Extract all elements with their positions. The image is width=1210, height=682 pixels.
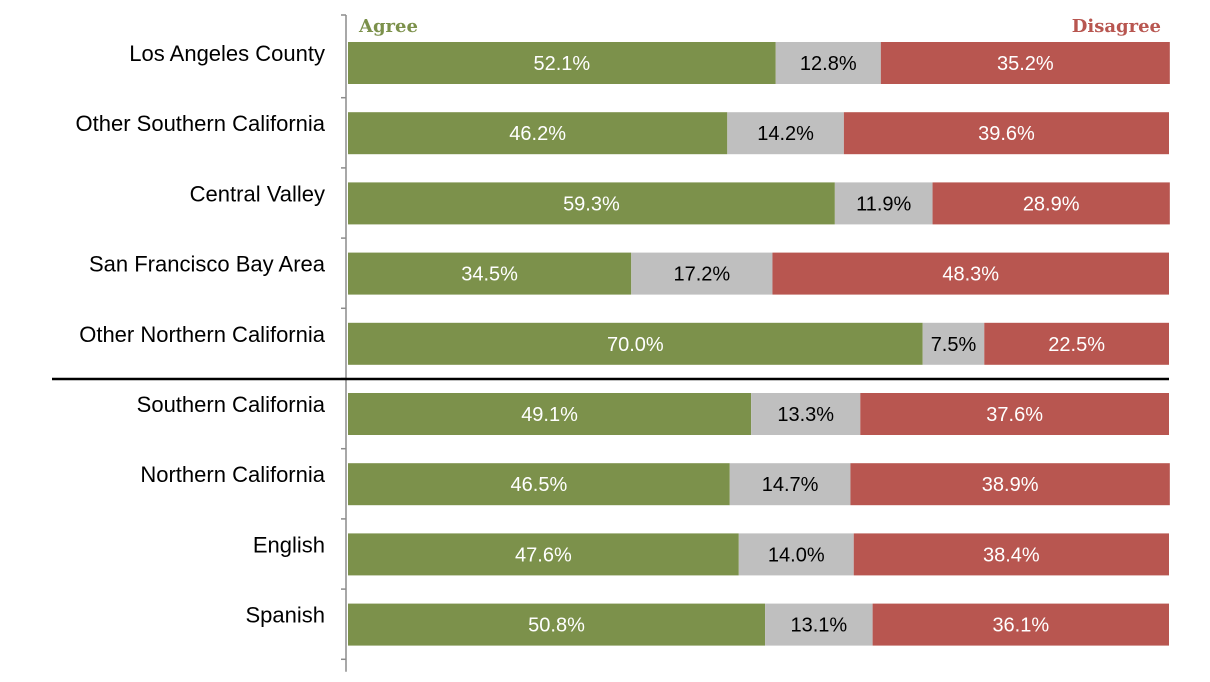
bar-segment-agree <box>348 42 776 84</box>
category-labels: Los Angeles County Other Southern Califor… <box>76 41 326 628</box>
bar-row: 70.0% 7.5% 22.5% <box>348 322 1169 365</box>
data-label: 50.8% <box>528 615 585 637</box>
bar-row: 52.1% 12.8% 35.2% <box>348 42 1170 84</box>
bar-segment-neutral <box>775 42 881 84</box>
data-label: 13.1% <box>790 615 847 637</box>
data-label: 70.0% <box>607 334 664 356</box>
bar-segment-disagree <box>843 112 1169 155</box>
data-label: 59.3% <box>563 193 620 215</box>
bar-segment-agree <box>348 112 728 155</box>
data-label: 22.5% <box>1048 334 1105 356</box>
bar-segment-disagree <box>860 393 1169 435</box>
data-label: 14.0% <box>768 544 825 566</box>
data-label: 17.2% <box>673 264 730 286</box>
bar-segment-disagree <box>853 533 1169 576</box>
data-label: 48.3% <box>942 264 999 286</box>
bar-segment-disagree <box>772 252 1169 295</box>
category-axis <box>52 14 1169 672</box>
category-label: Other Northern California <box>79 322 326 347</box>
data-label: 28.9% <box>1023 193 1080 215</box>
bar-group: 52.1% 12.8% 35.2% 46.2% 14.2% 39.6% 59.3% 11.9%… <box>348 42 1170 646</box>
bar-segment-disagree <box>850 463 1170 506</box>
category-label: San Francisco Bay Area <box>89 252 326 277</box>
bar-segment-neutral <box>727 112 844 155</box>
data-label: 35.2% <box>997 53 1054 75</box>
data-label: 37.6% <box>986 404 1043 426</box>
bar-segment-agree <box>348 393 752 435</box>
bar-row: 49.1% 13.3% 37.6% <box>348 393 1169 435</box>
data-label: 13.3% <box>777 404 834 426</box>
legend-disagree: Disagree <box>1072 16 1161 37</box>
bar-segment-agree <box>348 182 835 225</box>
data-label: 7.5% <box>931 334 977 356</box>
legend: Agree Disagree <box>358 16 1161 37</box>
data-label: 38.4% <box>983 544 1040 566</box>
bar-segment-agree <box>348 533 739 576</box>
data-label: 12.8% <box>800 53 857 75</box>
data-label: 11.9% <box>856 193 911 215</box>
bar-segment-disagree <box>872 603 1169 646</box>
data-label: 34.5% <box>461 264 518 286</box>
data-label: 49.1% <box>521 404 578 426</box>
bar-row: 47.6% 14.0% 38.4% <box>348 533 1169 576</box>
data-label: 46.5% <box>511 474 568 496</box>
category-label: Other Southern California <box>76 111 326 136</box>
bar-segment-agree <box>348 322 923 365</box>
bar-segment-neutral <box>751 393 861 435</box>
category-label: Southern California <box>137 392 326 417</box>
bar-segment-agree <box>348 252 632 295</box>
data-label: 47.6% <box>515 544 572 566</box>
bar-row: 46.2% 14.2% 39.6% <box>348 112 1169 155</box>
data-label: 36.1% <box>992 615 1049 637</box>
bar-row: 50.8% 13.1% 36.1% <box>348 603 1169 646</box>
bar-row: 59.3% 11.9% 28.9% <box>348 182 1170 225</box>
data-label: 46.2% <box>509 123 566 145</box>
bar-row: 34.5% 17.2% 48.3% <box>348 252 1169 295</box>
bar-segment-neutral <box>765 603 873 646</box>
category-label: Central Valley <box>190 181 325 206</box>
bar-row: 46.5% 14.7% 38.9% <box>348 463 1170 506</box>
data-label: 38.9% <box>982 474 1039 496</box>
category-label: English <box>253 532 325 557</box>
bar-segment-neutral <box>738 533 854 576</box>
data-label: 14.7% <box>762 474 819 496</box>
bar-segment-agree <box>348 463 730 506</box>
bar-segment-neutral <box>631 252 773 295</box>
category-label: Northern California <box>140 462 325 487</box>
legend-agree: Agree <box>358 16 418 37</box>
category-label: Los Angeles County <box>129 41 325 66</box>
bar-segment-neutral <box>834 182 933 225</box>
bar-segment-disagree <box>984 322 1169 365</box>
data-label: 14.2% <box>757 123 814 145</box>
data-label: 39.6% <box>978 123 1035 145</box>
bar-segment-agree <box>348 603 766 646</box>
bar-segment-disagree <box>880 42 1170 84</box>
bar-segment-neutral <box>729 463 851 506</box>
data-label: 52.1% <box>534 53 591 75</box>
bar-segment-neutral <box>922 322 985 365</box>
category-label: Spanish <box>245 603 325 628</box>
bar-segment-disagree <box>932 182 1170 225</box>
